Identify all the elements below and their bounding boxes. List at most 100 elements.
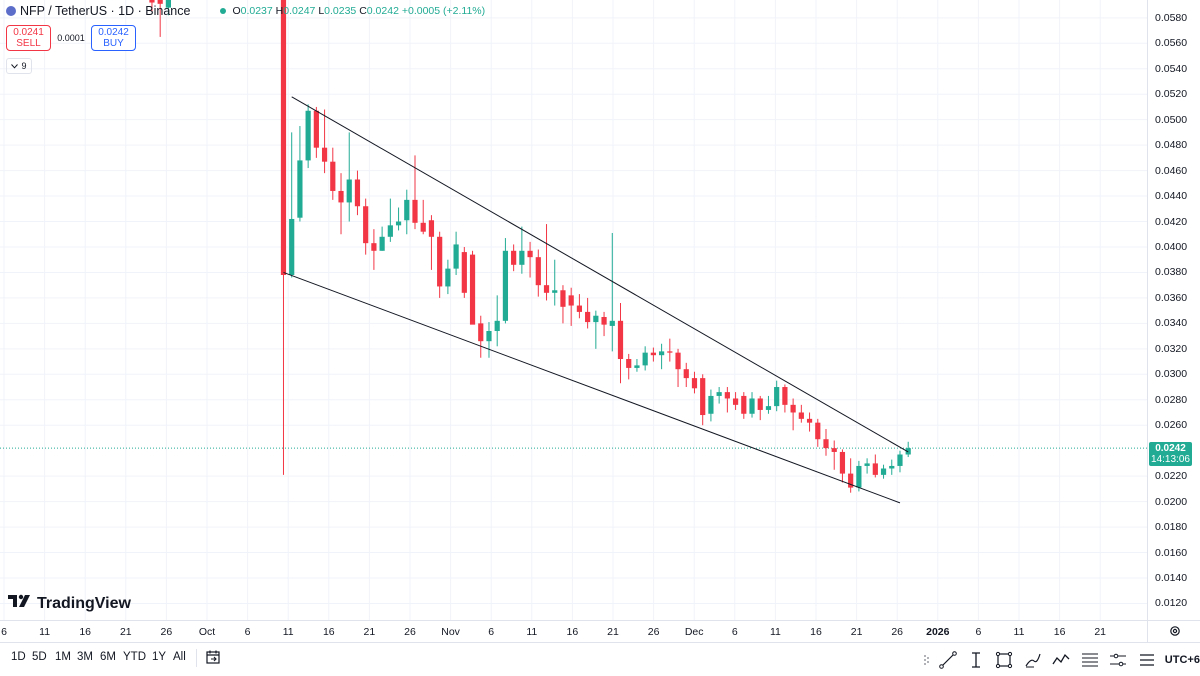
candle-body	[601, 317, 607, 325]
symbol-legend: NFP / TetherUS · 1D · Binance O0.0237 H0…	[6, 4, 485, 18]
candle-body	[379, 236, 385, 251]
chart-settings-button[interactable]	[1147, 620, 1200, 643]
price-tick-label: 0.0140	[1155, 571, 1188, 584]
candle-body	[798, 412, 804, 419]
candle-body	[535, 257, 541, 286]
trade-buttons: 0.0241 SELL 0.0001 0.0242 BUY	[6, 25, 136, 51]
candle-body	[683, 369, 689, 379]
candle-body	[338, 190, 344, 203]
candle-body	[815, 422, 821, 440]
spread-value: 0.0001	[57, 33, 85, 43]
candle-body	[765, 406, 772, 410]
range-1y-button[interactable]: 1Y	[152, 651, 167, 663]
buy-button[interactable]: 0.0242 BUY	[91, 25, 136, 51]
candle-body	[839, 451, 846, 474]
candle-body	[404, 199, 410, 221]
candle-body	[305, 110, 311, 161]
time-tick-label: 26	[160, 626, 173, 638]
candle-body	[502, 250, 509, 321]
time-tick-label: 16	[322, 626, 335, 638]
candle-body	[856, 465, 862, 488]
watermark-text: TradingView	[37, 594, 131, 612]
price-tick-label: 0.0160	[1155, 546, 1188, 559]
price-tick-label: 0.0260	[1155, 419, 1188, 432]
price-chart[interactable]	[0, 0, 1147, 620]
drag-handle-icon[interactable]	[922, 649, 929, 671]
text-cursor-icon[interactable]	[966, 649, 986, 671]
candle-body	[445, 268, 451, 287]
drawing-toolbar: UTC+6	[914, 644, 1200, 675]
indicators-toggle[interactable]: 9	[6, 58, 32, 74]
time-tick-label: 21	[119, 626, 132, 638]
candle-body	[387, 225, 393, 237]
last-price: 0.0242	[1155, 443, 1186, 454]
last-price-label: 0.0242 14:13:06	[1149, 442, 1192, 466]
candle-body	[708, 395, 714, 414]
time-tick-label: 21	[850, 626, 863, 638]
candle-body	[659, 351, 665, 356]
chart-pane[interactable]	[0, 0, 1147, 620]
candle-body	[420, 222, 426, 232]
sell-button[interactable]: 0.0241 SELL	[6, 25, 51, 51]
pattern-icon[interactable]	[1051, 649, 1071, 671]
time-tick-label: 6	[975, 626, 982, 638]
candle-body	[280, 0, 287, 275]
rectangle-icon[interactable]	[994, 649, 1014, 671]
price-tick-label: 0.0560	[1155, 37, 1188, 50]
candle-body	[634, 365, 640, 368]
price-tick-label: 0.0200	[1155, 495, 1188, 508]
symbol-title[interactable]: NFP / TetherUS · 1D · Binance	[20, 4, 191, 18]
candle-body	[568, 295, 574, 306]
time-tick-label: 26	[647, 626, 660, 638]
candle-body	[774, 387, 780, 407]
range-1d-button[interactable]: 1D	[11, 651, 26, 663]
range-6m-button[interactable]: 6M	[100, 651, 116, 663]
trend-line-icon[interactable]	[937, 649, 957, 671]
candle-body	[848, 473, 854, 488]
time-tick-label: 26	[891, 626, 904, 638]
candle-body	[831, 448, 837, 452]
measure-icon[interactable]	[1108, 649, 1128, 671]
time-tick-label: Nov	[441, 626, 460, 638]
price-scale[interactable]: 0.0580 0.0560 0.0540 0.0520 0.0500 0.0480 0.04…	[1147, 0, 1200, 620]
candle-body	[576, 305, 582, 312]
market-status-icon	[220, 8, 227, 14]
candle-body	[552, 290, 558, 293]
candle-body	[527, 250, 533, 258]
time-scale[interactable]: 6 11 16 21 26 Oct 6 11 16 21 26 Nov 6 11 16 21 26 Dec 6 11 1…	[0, 620, 1147, 643]
ohlc-values: O0.0237 H0.0247 L0.0235 C0.0242 +0.0005 …	[232, 5, 486, 17]
time-tick-label: Oct	[198, 626, 216, 638]
candle-body	[412, 199, 418, 223]
range-5d-button[interactable]: 5D	[32, 651, 47, 663]
range-all-button[interactable]: All	[173, 651, 186, 663]
timezone-label[interactable]: UTC+6	[1164, 653, 1200, 666]
candle-body	[823, 439, 829, 449]
menu-icon[interactable]	[1136, 649, 1156, 671]
candle-body	[691, 378, 698, 389]
price-tick-label: 0.0180	[1155, 521, 1188, 534]
candle-body	[889, 465, 895, 469]
candle-body	[486, 331, 492, 342]
price-tick-label: 0.0420	[1155, 215, 1188, 228]
candle-body	[354, 179, 361, 207]
candle-body	[724, 392, 730, 399]
tradingview-watermark: TradingView	[8, 594, 131, 613]
candle-body	[330, 161, 336, 191]
range-3m-button[interactable]: 3M	[77, 651, 93, 663]
price-tick-label: 0.0520	[1155, 88, 1188, 101]
candle-body	[700, 378, 706, 416]
brush-icon[interactable]	[1023, 649, 1043, 671]
candle-body	[363, 206, 369, 244]
fib-icon[interactable]	[1080, 649, 1100, 671]
range-ytd-button[interactable]: YTD	[123, 651, 146, 663]
time-tick-label: 11	[1013, 626, 1025, 638]
candle-body	[716, 392, 722, 396]
candle-body	[675, 352, 681, 370]
range-1m-button[interactable]: 1M	[55, 651, 71, 663]
calendar-icon[interactable]	[205, 649, 221, 665]
candle-body	[469, 254, 476, 325]
candle-body	[642, 352, 648, 366]
gear-icon	[1169, 625, 1181, 640]
price-tick-label: 0.0400	[1155, 240, 1188, 253]
price-tick-label: 0.0540	[1155, 62, 1188, 75]
